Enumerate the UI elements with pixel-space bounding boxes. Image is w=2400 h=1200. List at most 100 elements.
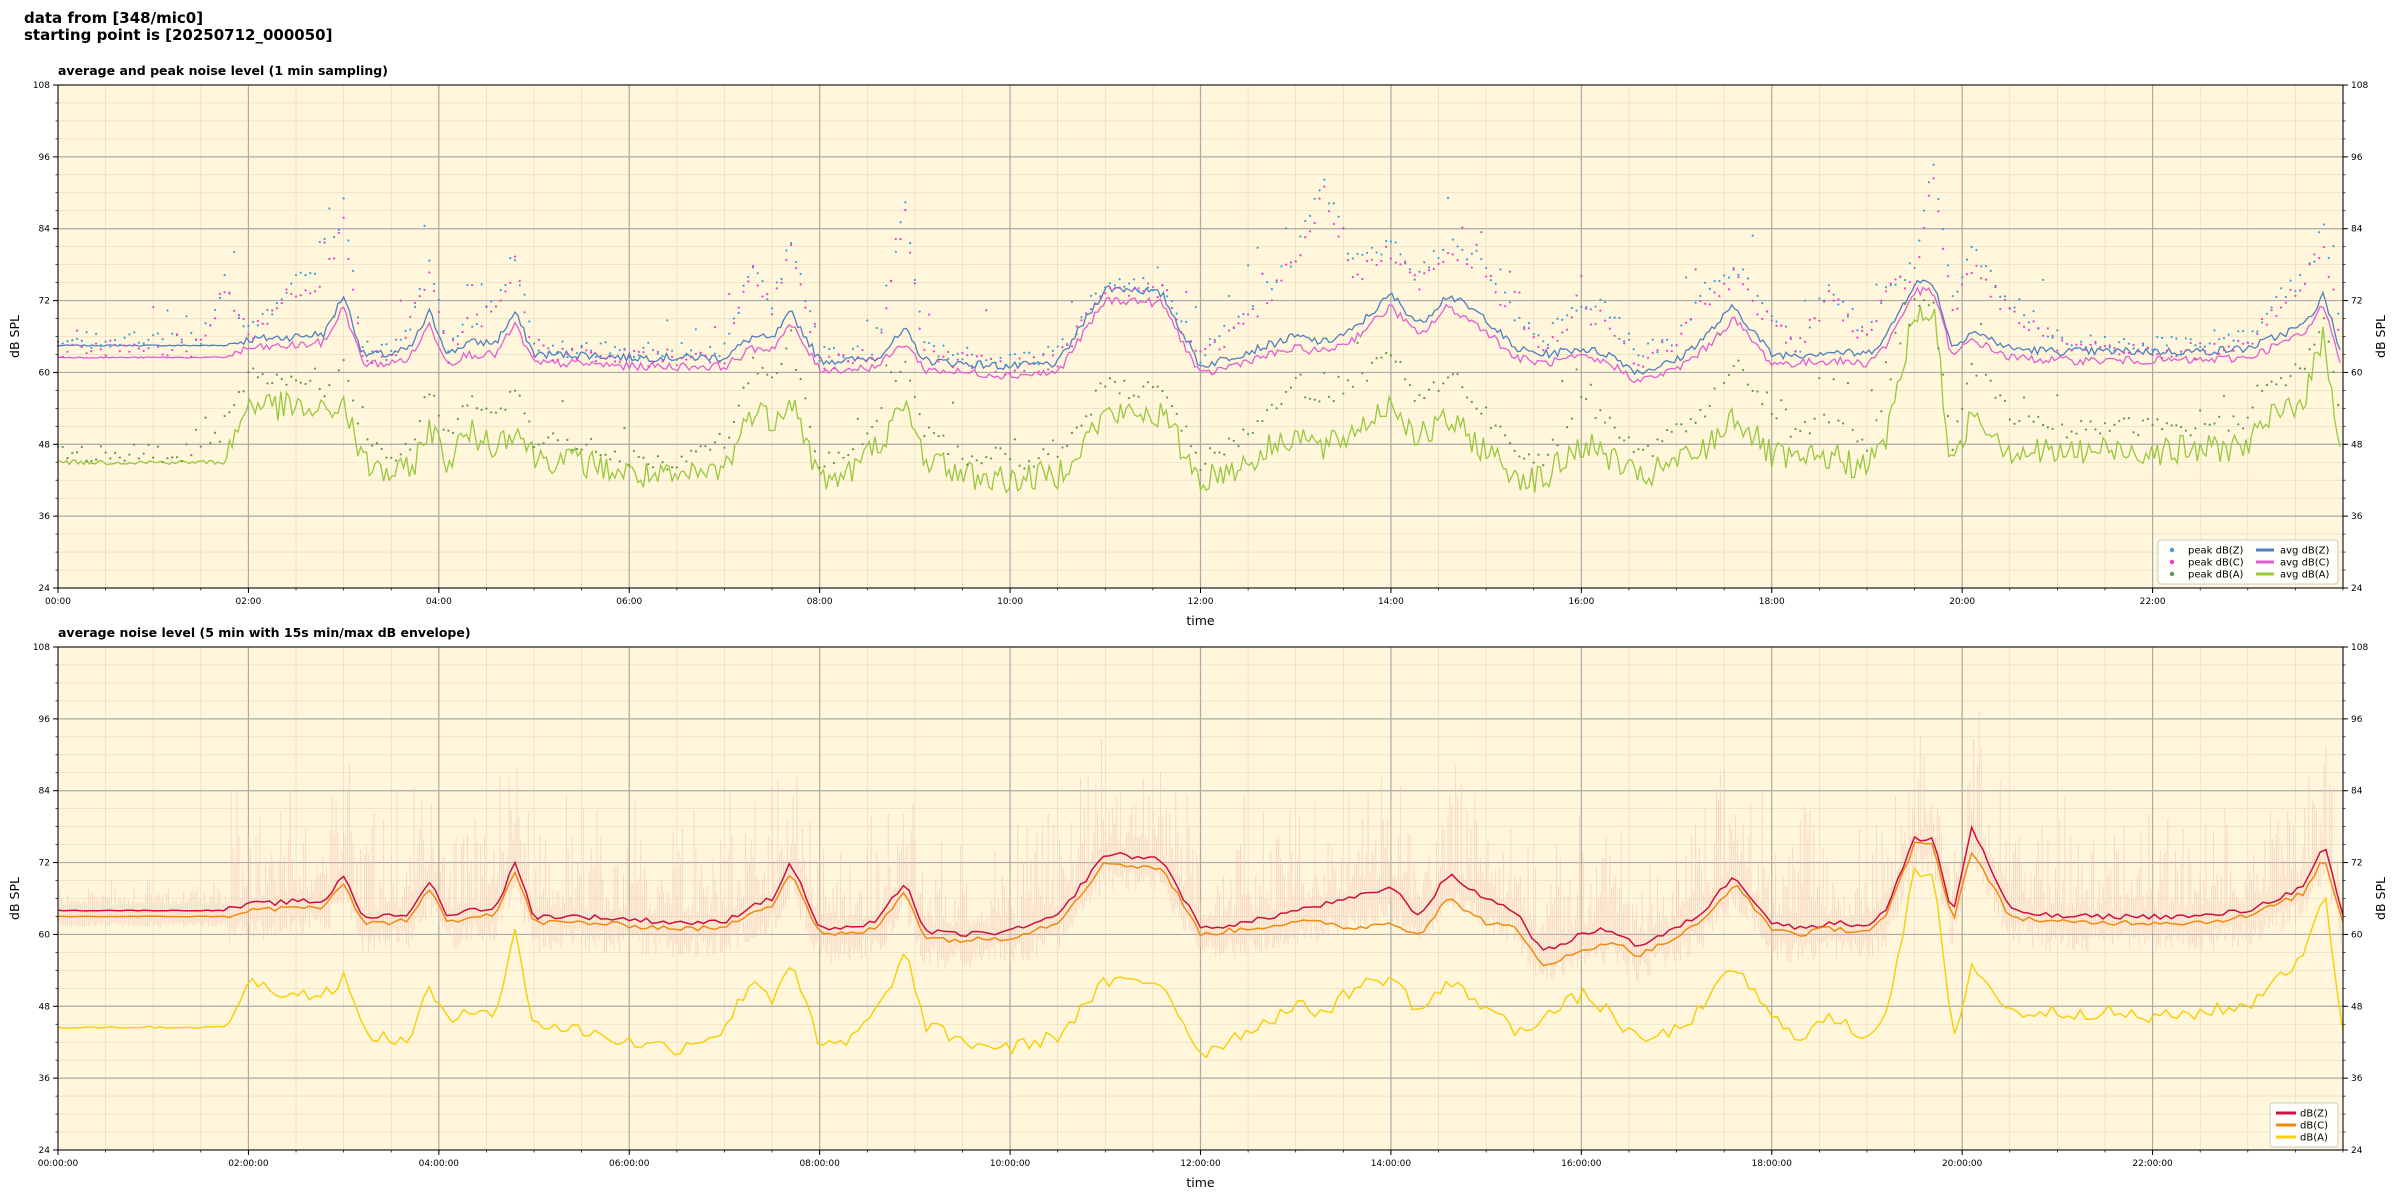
data-point <box>1070 345 1074 348</box>
data-point <box>613 345 617 349</box>
data-point <box>909 379 912 382</box>
data-point <box>323 395 326 398</box>
y-tick-label: 24 <box>2351 1146 2363 1156</box>
data-point <box>371 350 374 353</box>
data-point <box>1037 370 1040 373</box>
data-point <box>1699 300 1702 303</box>
data-point <box>1004 452 1007 456</box>
data-point <box>237 316 240 320</box>
data-point <box>1461 248 1464 252</box>
data-point <box>551 359 555 362</box>
data-point <box>1956 420 1959 423</box>
data-point <box>1327 202 1331 205</box>
data-point <box>1856 440 1859 443</box>
data-point <box>1765 391 1769 394</box>
data-point <box>223 414 226 418</box>
data-point <box>1485 275 1488 278</box>
data-point <box>1432 381 1435 384</box>
data-point <box>499 288 502 292</box>
data-point <box>680 357 683 360</box>
data-point <box>947 452 950 456</box>
series-line <box>57 866 2344 1059</box>
data-point <box>2189 434 2192 437</box>
data-point <box>1942 227 1945 231</box>
data-point <box>1827 421 1830 424</box>
data-point <box>861 443 864 446</box>
data-point <box>1223 324 1226 327</box>
data-point <box>1018 464 1021 467</box>
data-point <box>809 331 812 334</box>
data-point <box>1127 294 1131 297</box>
data-point <box>2318 331 2321 334</box>
data-point <box>970 353 974 356</box>
data-point <box>723 362 726 365</box>
data-point <box>1880 299 1883 302</box>
data-point <box>756 372 759 375</box>
data-point <box>599 454 602 457</box>
data-point <box>1089 294 1093 297</box>
data-point <box>1170 300 1174 303</box>
data-point <box>142 342 145 345</box>
data-point <box>889 280 893 283</box>
data-point <box>1713 387 1716 390</box>
data-point <box>1827 289 1830 293</box>
data-point <box>1608 316 1611 319</box>
y-tick-label: 108 <box>2351 643 2368 653</box>
data-point <box>452 337 455 340</box>
data-point <box>766 298 769 301</box>
data-point <box>2113 423 2116 426</box>
data-point <box>1656 438 1659 441</box>
data-point <box>1242 322 1245 325</box>
data-point <box>923 348 926 351</box>
data-point <box>256 376 260 379</box>
data-point <box>156 332 160 335</box>
data-point <box>1132 287 1135 291</box>
data-point <box>361 405 364 409</box>
data-point <box>461 330 464 334</box>
data-point <box>1661 341 1664 344</box>
data-point <box>951 354 955 357</box>
data-point <box>1123 290 1126 293</box>
data-point <box>1327 395 1331 398</box>
data-point <box>1280 265 1283 268</box>
data-point <box>1551 438 1554 441</box>
data-point <box>309 379 312 382</box>
y-tick-label: 60 <box>39 930 51 940</box>
data-point <box>1599 309 1602 312</box>
data-point <box>299 271 302 274</box>
data-point <box>2256 330 2259 333</box>
data-point <box>80 339 83 342</box>
data-point <box>709 345 712 349</box>
data-point <box>1389 354 1393 357</box>
data-point <box>694 450 697 453</box>
data-point <box>2132 431 2135 434</box>
data-point <box>1037 363 1040 366</box>
data-point <box>1013 438 1016 441</box>
data-point <box>347 239 350 242</box>
data-point <box>1189 445 1193 448</box>
data-point <box>775 281 778 284</box>
data-point <box>532 446 536 449</box>
data-point <box>1589 323 1592 326</box>
data-point <box>418 287 421 291</box>
data-point <box>728 292 731 296</box>
data-point <box>1532 332 1535 336</box>
data-point <box>290 292 293 296</box>
data-point <box>1361 372 1364 375</box>
data-point <box>861 348 864 352</box>
data-point <box>394 338 398 341</box>
data-point <box>651 348 655 352</box>
data-point <box>2118 419 2121 423</box>
data-point <box>1680 324 1683 327</box>
data-point <box>613 450 617 453</box>
data-point <box>2041 423 2045 427</box>
data-point <box>1980 322 1983 326</box>
data-point <box>2327 340 2330 343</box>
data-point <box>452 339 455 342</box>
data-point <box>1132 394 1135 397</box>
x-tick-label: 08:00 <box>807 597 833 607</box>
data-point <box>1175 312 1178 315</box>
data-point <box>2137 434 2140 437</box>
data-point <box>1742 268 1745 271</box>
data-point <box>1423 397 1426 400</box>
